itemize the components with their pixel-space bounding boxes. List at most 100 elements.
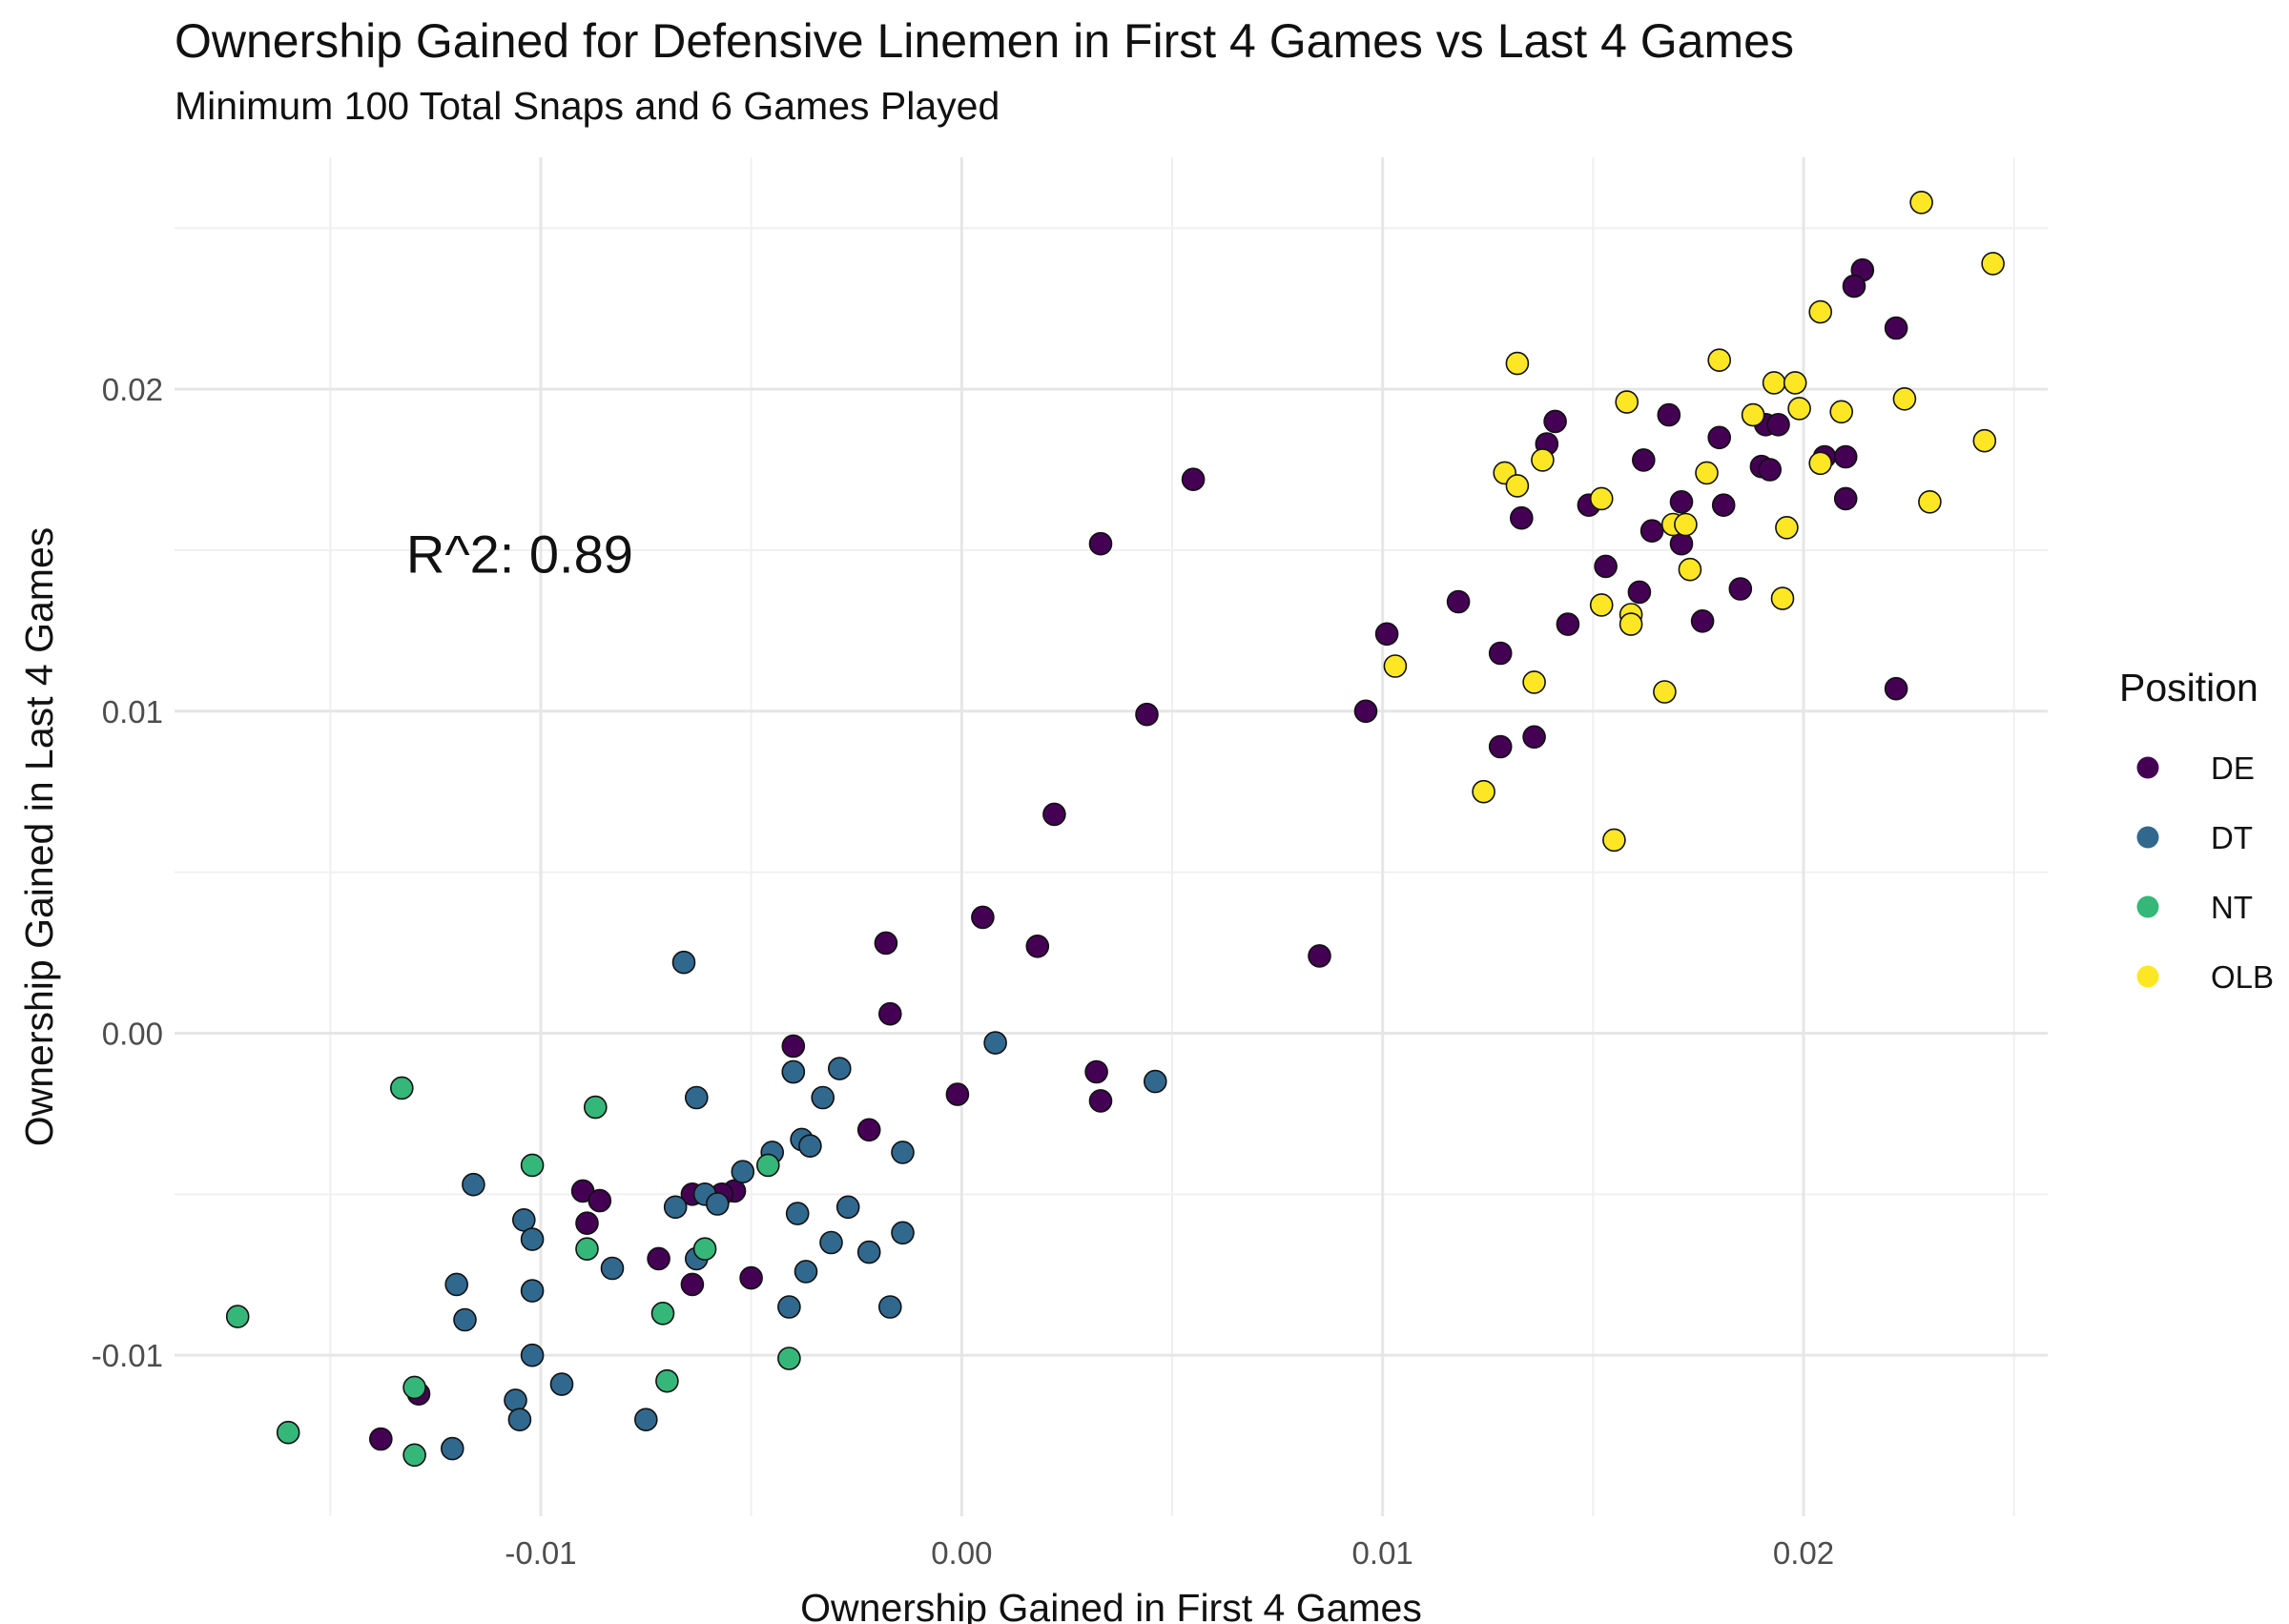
- point-dt: [1144, 1069, 1167, 1094]
- point-nt: [755, 1153, 780, 1178]
- x-tick-label: 0.02: [1773, 1535, 1834, 1571]
- point-dt: [794, 1260, 818, 1284]
- point-de: [1766, 412, 1790, 437]
- legend-key-de: [2136, 756, 2159, 779]
- point-de: [1707, 425, 1731, 450]
- point-de: [1181, 467, 1206, 492]
- point-de: [1669, 489, 1694, 514]
- point-olb: [1783, 371, 1807, 395]
- point-de: [1556, 612, 1580, 636]
- point-dt: [983, 1031, 1007, 1055]
- point-olb: [1741, 402, 1765, 427]
- point-dt: [462, 1172, 485, 1197]
- point-de: [1728, 577, 1753, 601]
- point-de: [1446, 589, 1471, 614]
- point-olb: [1472, 779, 1495, 804]
- point-olb: [1829, 400, 1853, 424]
- point-dt: [520, 1279, 545, 1303]
- point-olb: [1909, 191, 1933, 215]
- r-squared-annotation: R^2: 0.89: [406, 524, 633, 584]
- x-axis-title: Ownership Gained in First 4 Games: [800, 1586, 1422, 1624]
- point-nt: [583, 1095, 608, 1120]
- point-nt: [402, 1375, 426, 1400]
- point-de: [1488, 734, 1513, 759]
- point-nt: [777, 1346, 801, 1370]
- chart-title: Ownership Gained for Defensive Linemen i…: [175, 14, 1794, 68]
- point-olb: [1770, 586, 1795, 610]
- point-dt: [785, 1202, 810, 1225]
- point-olb: [1619, 612, 1643, 636]
- legend-label-dt: DT: [2211, 820, 2253, 855]
- point-nt: [389, 1076, 414, 1100]
- y-axis-title: Ownership Gained in Last 4 Games: [17, 527, 61, 1147]
- point-olb: [1918, 489, 1942, 514]
- y-tick-label: -0.01: [92, 1338, 163, 1373]
- legend-key-olb: [2136, 965, 2159, 988]
- point-olb: [1383, 654, 1408, 678]
- point-olb: [1787, 397, 1811, 421]
- legend-label-de: DE: [2211, 750, 2255, 786]
- point-dt: [663, 1195, 688, 1220]
- point-de: [1042, 802, 1066, 827]
- point-de: [1657, 402, 1681, 427]
- point-de: [1632, 448, 1656, 472]
- point-de: [1842, 274, 1866, 298]
- legend-key-nt: [2136, 895, 2159, 918]
- point-de: [1510, 505, 1534, 530]
- point-nt: [276, 1420, 300, 1445]
- point-de: [588, 1188, 612, 1213]
- data-points: [225, 191, 2005, 1468]
- point-dt: [453, 1307, 477, 1332]
- chart-subtitle: Minimum 100 Total Snaps and 6 Games Play…: [175, 84, 1000, 128]
- point-olb: [1505, 474, 1530, 498]
- point-dt: [440, 1436, 464, 1461]
- y-tick-label: 0.00: [102, 1016, 163, 1051]
- point-de: [1522, 725, 1546, 750]
- point-nt: [650, 1302, 675, 1326]
- point-de: [1353, 699, 1378, 724]
- point-de: [1374, 622, 1399, 647]
- point-dt: [684, 1085, 709, 1110]
- point-de: [680, 1272, 705, 1297]
- point-nt: [575, 1237, 599, 1261]
- point-olb: [1775, 515, 1799, 540]
- point-de: [1308, 944, 1331, 968]
- point-dt: [511, 1208, 536, 1232]
- point-de: [1543, 409, 1567, 434]
- point-de: [1135, 702, 1159, 727]
- point-olb: [1972, 428, 1997, 453]
- legend: Position DE DT NT OLB: [2119, 666, 2274, 995]
- point-olb: [1674, 512, 1698, 537]
- point-olb: [1762, 371, 1786, 395]
- point-de: [1833, 444, 1858, 469]
- point-de: [874, 931, 898, 956]
- point-nt: [692, 1237, 717, 1261]
- point-de: [781, 1034, 806, 1059]
- point-dt: [777, 1295, 801, 1319]
- point-dt: [891, 1221, 915, 1245]
- point-olb: [1505, 351, 1530, 376]
- point-dt: [671, 950, 696, 975]
- legend-title: Position: [2119, 666, 2258, 709]
- point-nt: [402, 1443, 426, 1468]
- point-olb: [1892, 386, 1917, 411]
- point-dt: [856, 1240, 881, 1264]
- grid: [175, 157, 2048, 1516]
- point-dt: [798, 1134, 822, 1158]
- point-olb: [1589, 486, 1614, 511]
- point-olb: [1808, 451, 1832, 476]
- point-de: [368, 1427, 393, 1451]
- point-dt: [731, 1160, 755, 1183]
- point-dt: [781, 1059, 806, 1084]
- y-axis-ticks: -0.01 0.00 0.01 0.02: [92, 372, 163, 1373]
- point-de: [1084, 1059, 1108, 1084]
- legend-key-dt: [2136, 826, 2159, 849]
- point-dt: [504, 1388, 527, 1412]
- point-olb: [1678, 557, 1702, 582]
- point-de: [971, 905, 995, 930]
- point-de: [1884, 676, 1908, 701]
- point-de: [1690, 608, 1715, 633]
- point-de: [1758, 458, 1782, 482]
- legend-label-olb: OLB: [2211, 959, 2274, 995]
